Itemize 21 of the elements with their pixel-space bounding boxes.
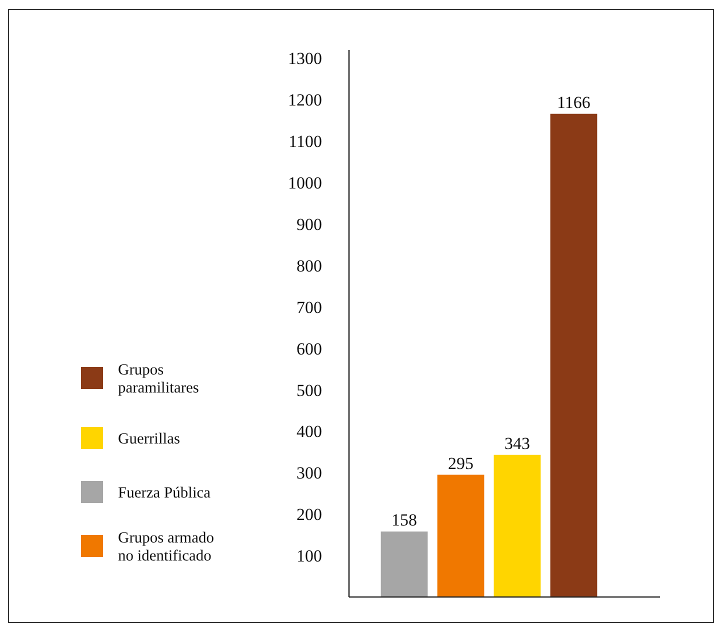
data-label: 343 xyxy=(504,434,530,453)
y-tick-label: 200 xyxy=(296,505,322,524)
y-tick-label: 1300 xyxy=(288,49,322,68)
y-tick-label: 800 xyxy=(296,256,322,276)
y-tick-label: 100 xyxy=(296,546,322,566)
y-tick-label: 1200 xyxy=(288,90,322,110)
legend-label: Grupos paramilitares xyxy=(118,361,199,396)
y-tick-label: 900 xyxy=(296,214,322,234)
y-tick-label: 400 xyxy=(296,422,322,442)
y-tick-label: 1000 xyxy=(288,174,322,193)
legend-label: Fuerza Pública xyxy=(118,484,211,502)
legend-label: Guerrillas xyxy=(118,430,180,448)
data-label: 158 xyxy=(392,510,418,530)
y-tick-label: 500 xyxy=(296,380,322,400)
y-tick-label: 1100 xyxy=(288,132,322,152)
data-label: 1166 xyxy=(557,92,590,112)
legend-label: Grupos armado no identificado xyxy=(118,529,214,564)
y-tick-label: 300 xyxy=(296,464,322,483)
y-tick-label: 700 xyxy=(296,298,322,317)
data-label: 295 xyxy=(448,454,474,473)
y-tick-label: 600 xyxy=(296,339,322,358)
